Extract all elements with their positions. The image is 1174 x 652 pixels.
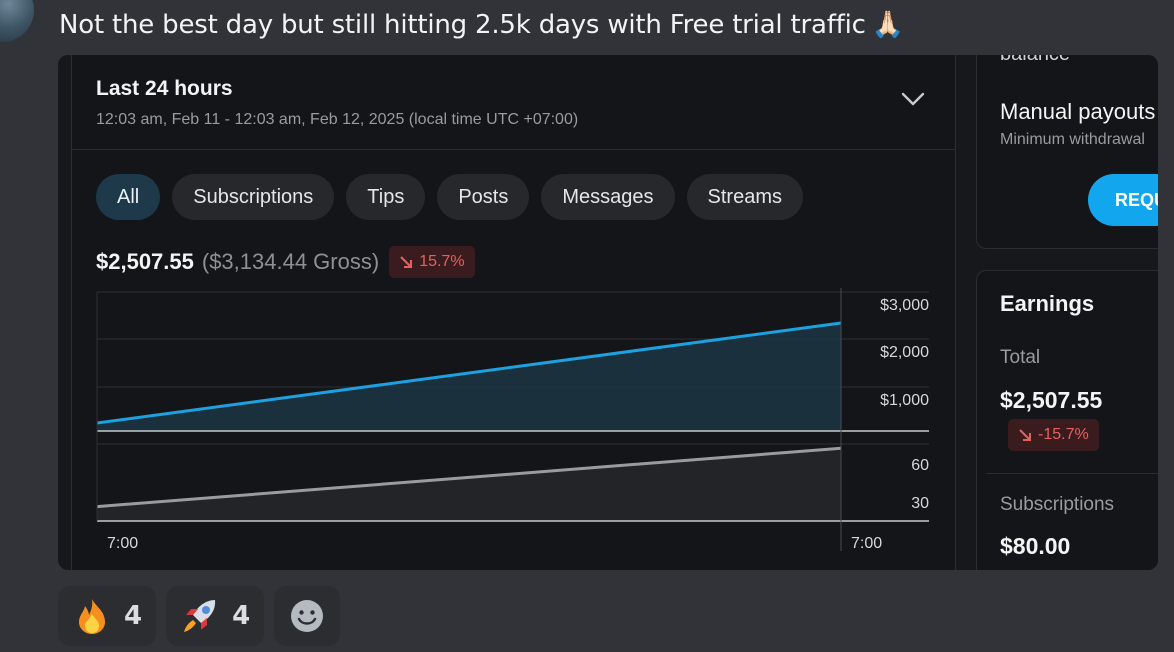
y-tick-label: $3,000	[880, 297, 929, 314]
tab-all[interactable]: All	[96, 174, 161, 220]
header-divider	[72, 149, 955, 150]
count-line	[96, 446, 842, 509]
filter-tabs: All Subscriptions Tips Posts Messages St…	[96, 174, 803, 220]
request-button[interactable]: REQUEST	[1088, 174, 1158, 226]
earnings-card: Last 24 hours 12:03 am, Feb 11 - 12:03 a…	[71, 55, 956, 570]
count-chart: 60 30	[96, 443, 929, 522]
y-tick-label: $2,000	[880, 344, 929, 361]
tab-tips[interactable]: Tips	[346, 174, 426, 220]
message-body: Not the best day but still hitting 2.5k …	[59, 10, 866, 40]
net-amount: $2,507.55	[96, 249, 194, 274]
reaction-count: 4	[232, 601, 251, 631]
x-tick-label: 7:00	[107, 535, 138, 552]
total-label: Total	[1000, 347, 1041, 368]
totals-row: $2,507.55 ($3,134.44 Gross) 15.7%	[96, 246, 475, 278]
gross-amount: ($3,134.44 Gross)	[201, 249, 380, 274]
fire-icon	[79, 599, 105, 634]
x-tick-label: 7:00	[851, 535, 882, 552]
change-value: 15.7%	[419, 253, 465, 270]
tab-messages[interactable]: Messages	[541, 174, 675, 220]
payout-title: Manual payouts	[1000, 99, 1156, 124]
reactions-bar: 4 4	[58, 586, 341, 646]
total-change-value: -15.7%	[1038, 426, 1089, 443]
user-avatar[interactable]	[0, 0, 34, 42]
total-change-badge: -15.7%	[1008, 419, 1099, 451]
tab-streams[interactable]: Streams	[686, 174, 803, 220]
trend-down-icon	[1019, 429, 1031, 441]
add-reaction-icon	[291, 600, 324, 632]
subscriptions-label: Subscriptions	[1000, 494, 1115, 515]
rocket-icon	[184, 600, 216, 632]
period-title: Last 24 hours	[96, 77, 233, 100]
reaction-count: 4	[124, 601, 143, 631]
period-range: 12:03 am, Feb 11 - 12:03 am, Feb 12, 202…	[96, 111, 579, 128]
y-tick-label: $1,000	[880, 392, 929, 409]
earnings-chart: $3,000 $2,000 $1,000 60 30 7:00 7:00	[96, 288, 929, 552]
chevron-down-icon[interactable]	[900, 89, 926, 109]
revenue-chart: $3,000 $2,000 $1,000	[96, 291, 929, 432]
change-badge: 15.7%	[389, 246, 475, 278]
reaction-rocket[interactable]: 4	[166, 586, 265, 646]
right-sidebar: balance Manual payouts Minimum withdrawa…	[976, 55, 1158, 570]
message-text: Not the best day but still hitting 2.5k …	[59, 10, 904, 40]
count-area	[97, 448, 841, 521]
reaction-fire[interactable]: 4	[58, 586, 157, 646]
summary-divider	[986, 473, 1158, 474]
revenue-area	[97, 323, 841, 431]
revenue-line	[96, 321, 842, 425]
tab-posts[interactable]: Posts	[437, 174, 530, 220]
trend-down-icon	[400, 256, 413, 268]
add-reaction-button[interactable]	[274, 586, 341, 646]
earnings-title: Earnings	[1000, 291, 1095, 316]
payout-subtitle: Minimum withdrawal	[1000, 131, 1145, 148]
tab-subscriptions[interactable]: Subscriptions	[172, 174, 335, 220]
total-value: $2,507.55	[1000, 387, 1103, 413]
screenshot-attachment[interactable]: Last 24 hours 12:03 am, Feb 11 - 12:03 a…	[58, 55, 1158, 570]
balance-label: balance	[1000, 55, 1070, 66]
folded-hands-emoji: 🙏🏻	[871, 10, 904, 40]
y-tick-label: 60	[911, 457, 929, 474]
subscriptions-value: $80.00	[1000, 533, 1071, 559]
y-tick-label: 30	[911, 495, 929, 512]
